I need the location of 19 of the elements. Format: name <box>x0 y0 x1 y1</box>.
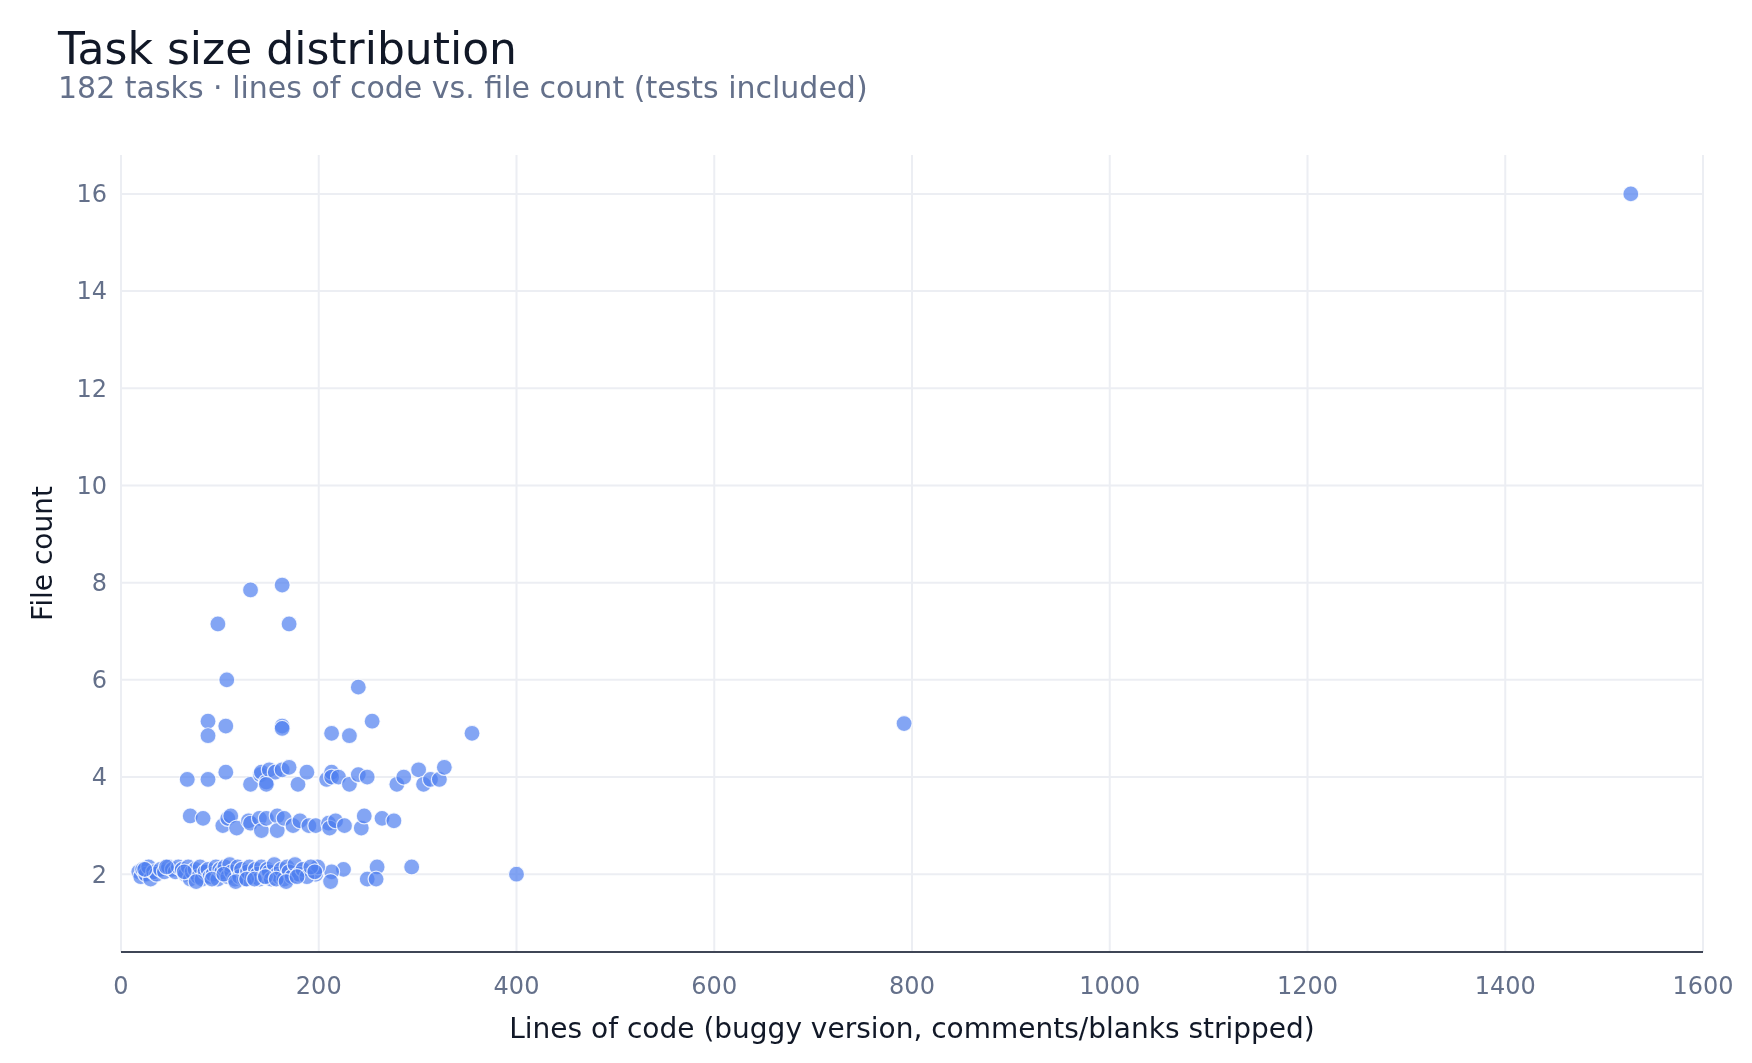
x-tick-label: 800 <box>889 972 935 1000</box>
y-tick-label: 4 <box>91 763 107 792</box>
y-tick-label: 6 <box>91 666 107 695</box>
y-axis-title: File count <box>26 486 59 621</box>
x-tick-label: 1400 <box>1474 972 1536 1000</box>
y-tick-label: 8 <box>91 569 107 598</box>
x-tick-label: 1600 <box>1672 972 1734 1000</box>
y-tick-label: 10 <box>76 471 107 500</box>
x-tick-label: 600 <box>691 972 738 1000</box>
x-tick-label: 1000 <box>1079 972 1141 1000</box>
x-tick-label: 0 <box>113 972 129 1000</box>
y-tick-label: 16 <box>76 180 107 209</box>
y-tick-label: 14 <box>76 277 107 306</box>
x-tick-label: 400 <box>493 972 540 1000</box>
x-tick-label: 200 <box>295 972 342 1000</box>
y-tick-label: 12 <box>76 374 107 403</box>
x-axis-title: Lines of code (buggy version, comments/blanks stripped) <box>509 1012 1315 1045</box>
y-tick-label: 2 <box>91 860 107 889</box>
x-tick-label: 1200 <box>1276 972 1339 1000</box>
